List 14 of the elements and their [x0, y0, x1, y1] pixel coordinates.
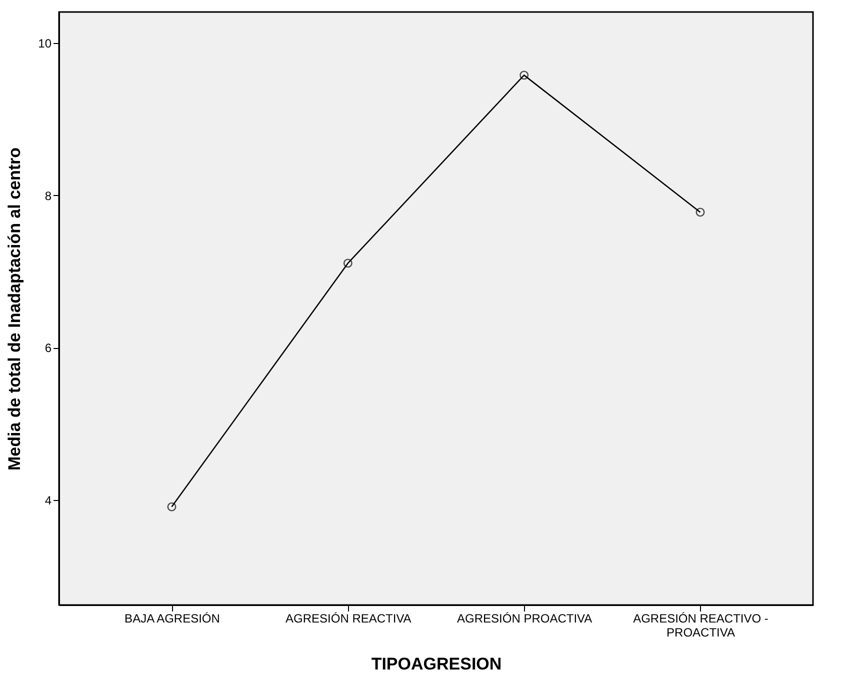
point	[343, 258, 352, 268]
y-tick-label: 6	[44, 341, 52, 356]
x-tick-label: AGRESIÓN PROACTIVA	[457, 612, 592, 626]
y-axis-title: Media de total de Inadaptación al centro	[5, 147, 24, 471]
y-tick-label: 10	[38, 36, 52, 51]
x-tick-label: AGRESIÓN REACTIVA	[286, 612, 412, 626]
point	[167, 502, 176, 512]
x-tick-label: AGRESIÓN REACTIVO - PROACTIVA	[633, 612, 768, 640]
point	[520, 70, 529, 80]
x-tick-label: BAJA AGRESIÓN	[124, 612, 220, 626]
y-tick-label: 4	[44, 493, 52, 508]
x-axis-title: TIPOAGRESION	[371, 654, 502, 674]
y-tick-label: 8	[44, 188, 52, 203]
point	[696, 208, 705, 217]
